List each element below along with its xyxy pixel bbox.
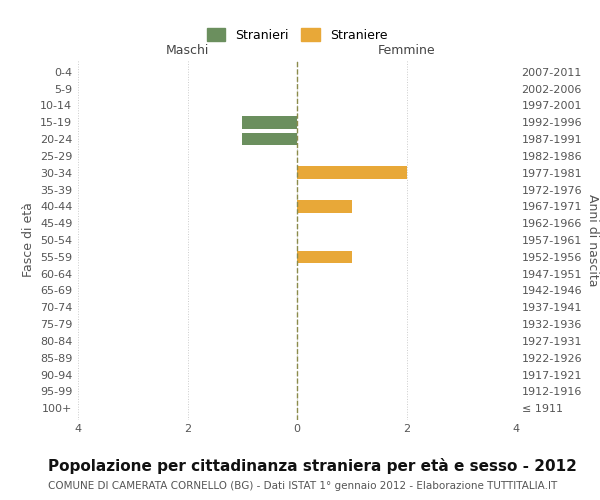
Bar [297,200,352,212]
Y-axis label: Anni di nascita: Anni di nascita [586,194,599,286]
Text: Femmine: Femmine [377,44,436,57]
Bar [297,166,407,179]
Text: Popolazione per cittadinanza straniera per età e sesso - 2012: Popolazione per cittadinanza straniera p… [48,458,577,473]
Bar [242,116,297,128]
Bar [297,250,352,263]
Bar [242,133,297,145]
Y-axis label: Fasce di età: Fasce di età [22,202,35,278]
Legend: Stranieri, Straniere: Stranieri, Straniere [202,23,392,46]
Text: Maschi: Maschi [166,44,209,57]
Text: COMUNE DI CAMERATA CORNELLO (BG) - Dati ISTAT 1° gennaio 2012 - Elaborazione TUT: COMUNE DI CAMERATA CORNELLO (BG) - Dati … [48,481,557,491]
